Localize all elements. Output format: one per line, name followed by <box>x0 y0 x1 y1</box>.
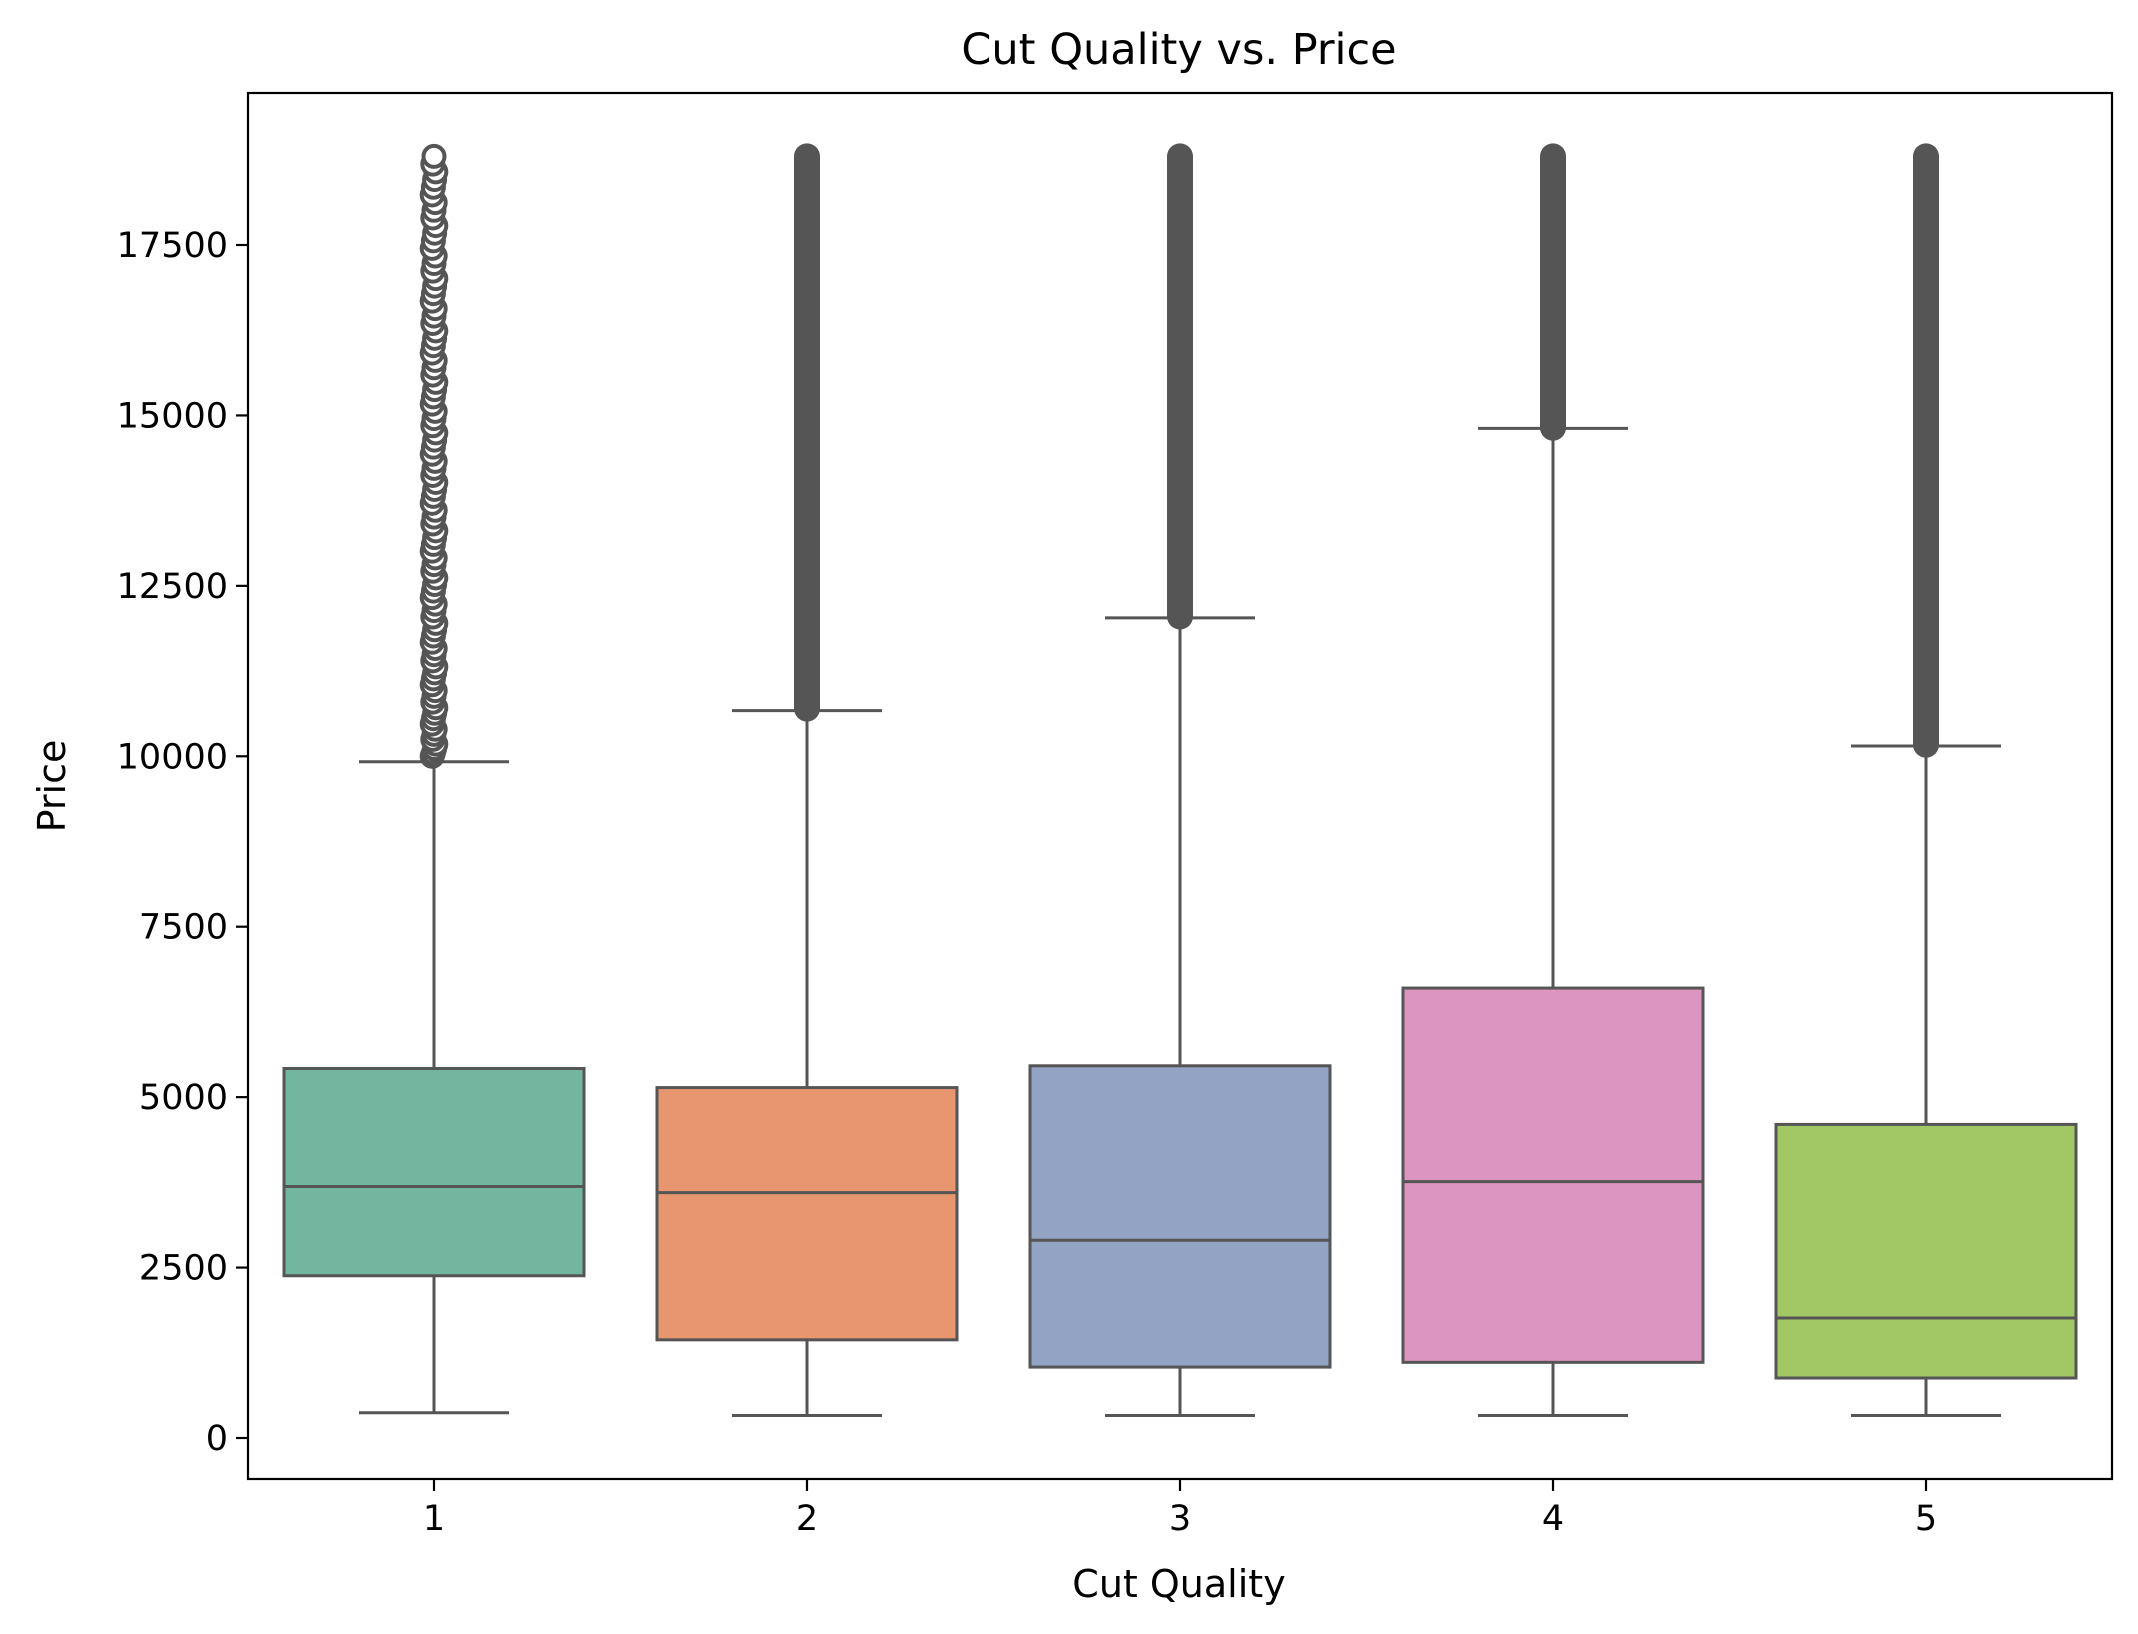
outliers-1 <box>419 143 449 769</box>
y-tick-label: 15000 <box>117 396 228 436</box>
y-tick-label: 0 <box>206 1419 228 1459</box>
chart-title: Cut Quality vs. Price <box>961 25 1396 75</box>
box-group-2 <box>655 143 959 1418</box>
y-axis: 0 2500 5000 7500 10000 12500 15000 17500 <box>117 226 248 1459</box>
x-tick-label: 5 <box>1915 1499 1937 1539</box>
y-tick-label: 17500 <box>117 226 228 266</box>
y-tick-label: 5000 <box>139 1078 228 1118</box>
x-tick-label: 3 <box>1169 1499 1191 1539</box>
box-group-1 <box>282 143 586 1415</box>
y-tick-label: 2500 <box>139 1249 228 1289</box>
box-1 <box>282 1067 586 1278</box>
y-axis-label: Price <box>30 740 74 833</box>
box-4 <box>1401 986 1705 1364</box>
box-group-4 <box>1401 143 1705 1418</box>
x-tick-label: 2 <box>796 1499 818 1539</box>
plot-area <box>282 143 2078 1418</box>
y-tick-label: 10000 <box>117 737 228 777</box>
x-tick-label: 1 <box>423 1499 445 1539</box>
x-tick-label: 4 <box>1542 1499 1564 1539</box>
outlier-point <box>421 143 447 169</box>
box-group-5 <box>1774 143 2078 1418</box>
box-2 <box>655 1086 959 1342</box>
x-axis: 1 2 3 4 5 <box>423 1479 1937 1539</box>
box-group-3 <box>1028 143 1332 1418</box>
x-axis-label: Cut Quality <box>1072 1562 1285 1606</box>
y-tick-label: 12500 <box>117 567 228 607</box>
box-5 <box>1774 1122 2078 1380</box>
box-3 <box>1028 1064 1332 1369</box>
y-tick-label: 7500 <box>139 908 228 948</box>
